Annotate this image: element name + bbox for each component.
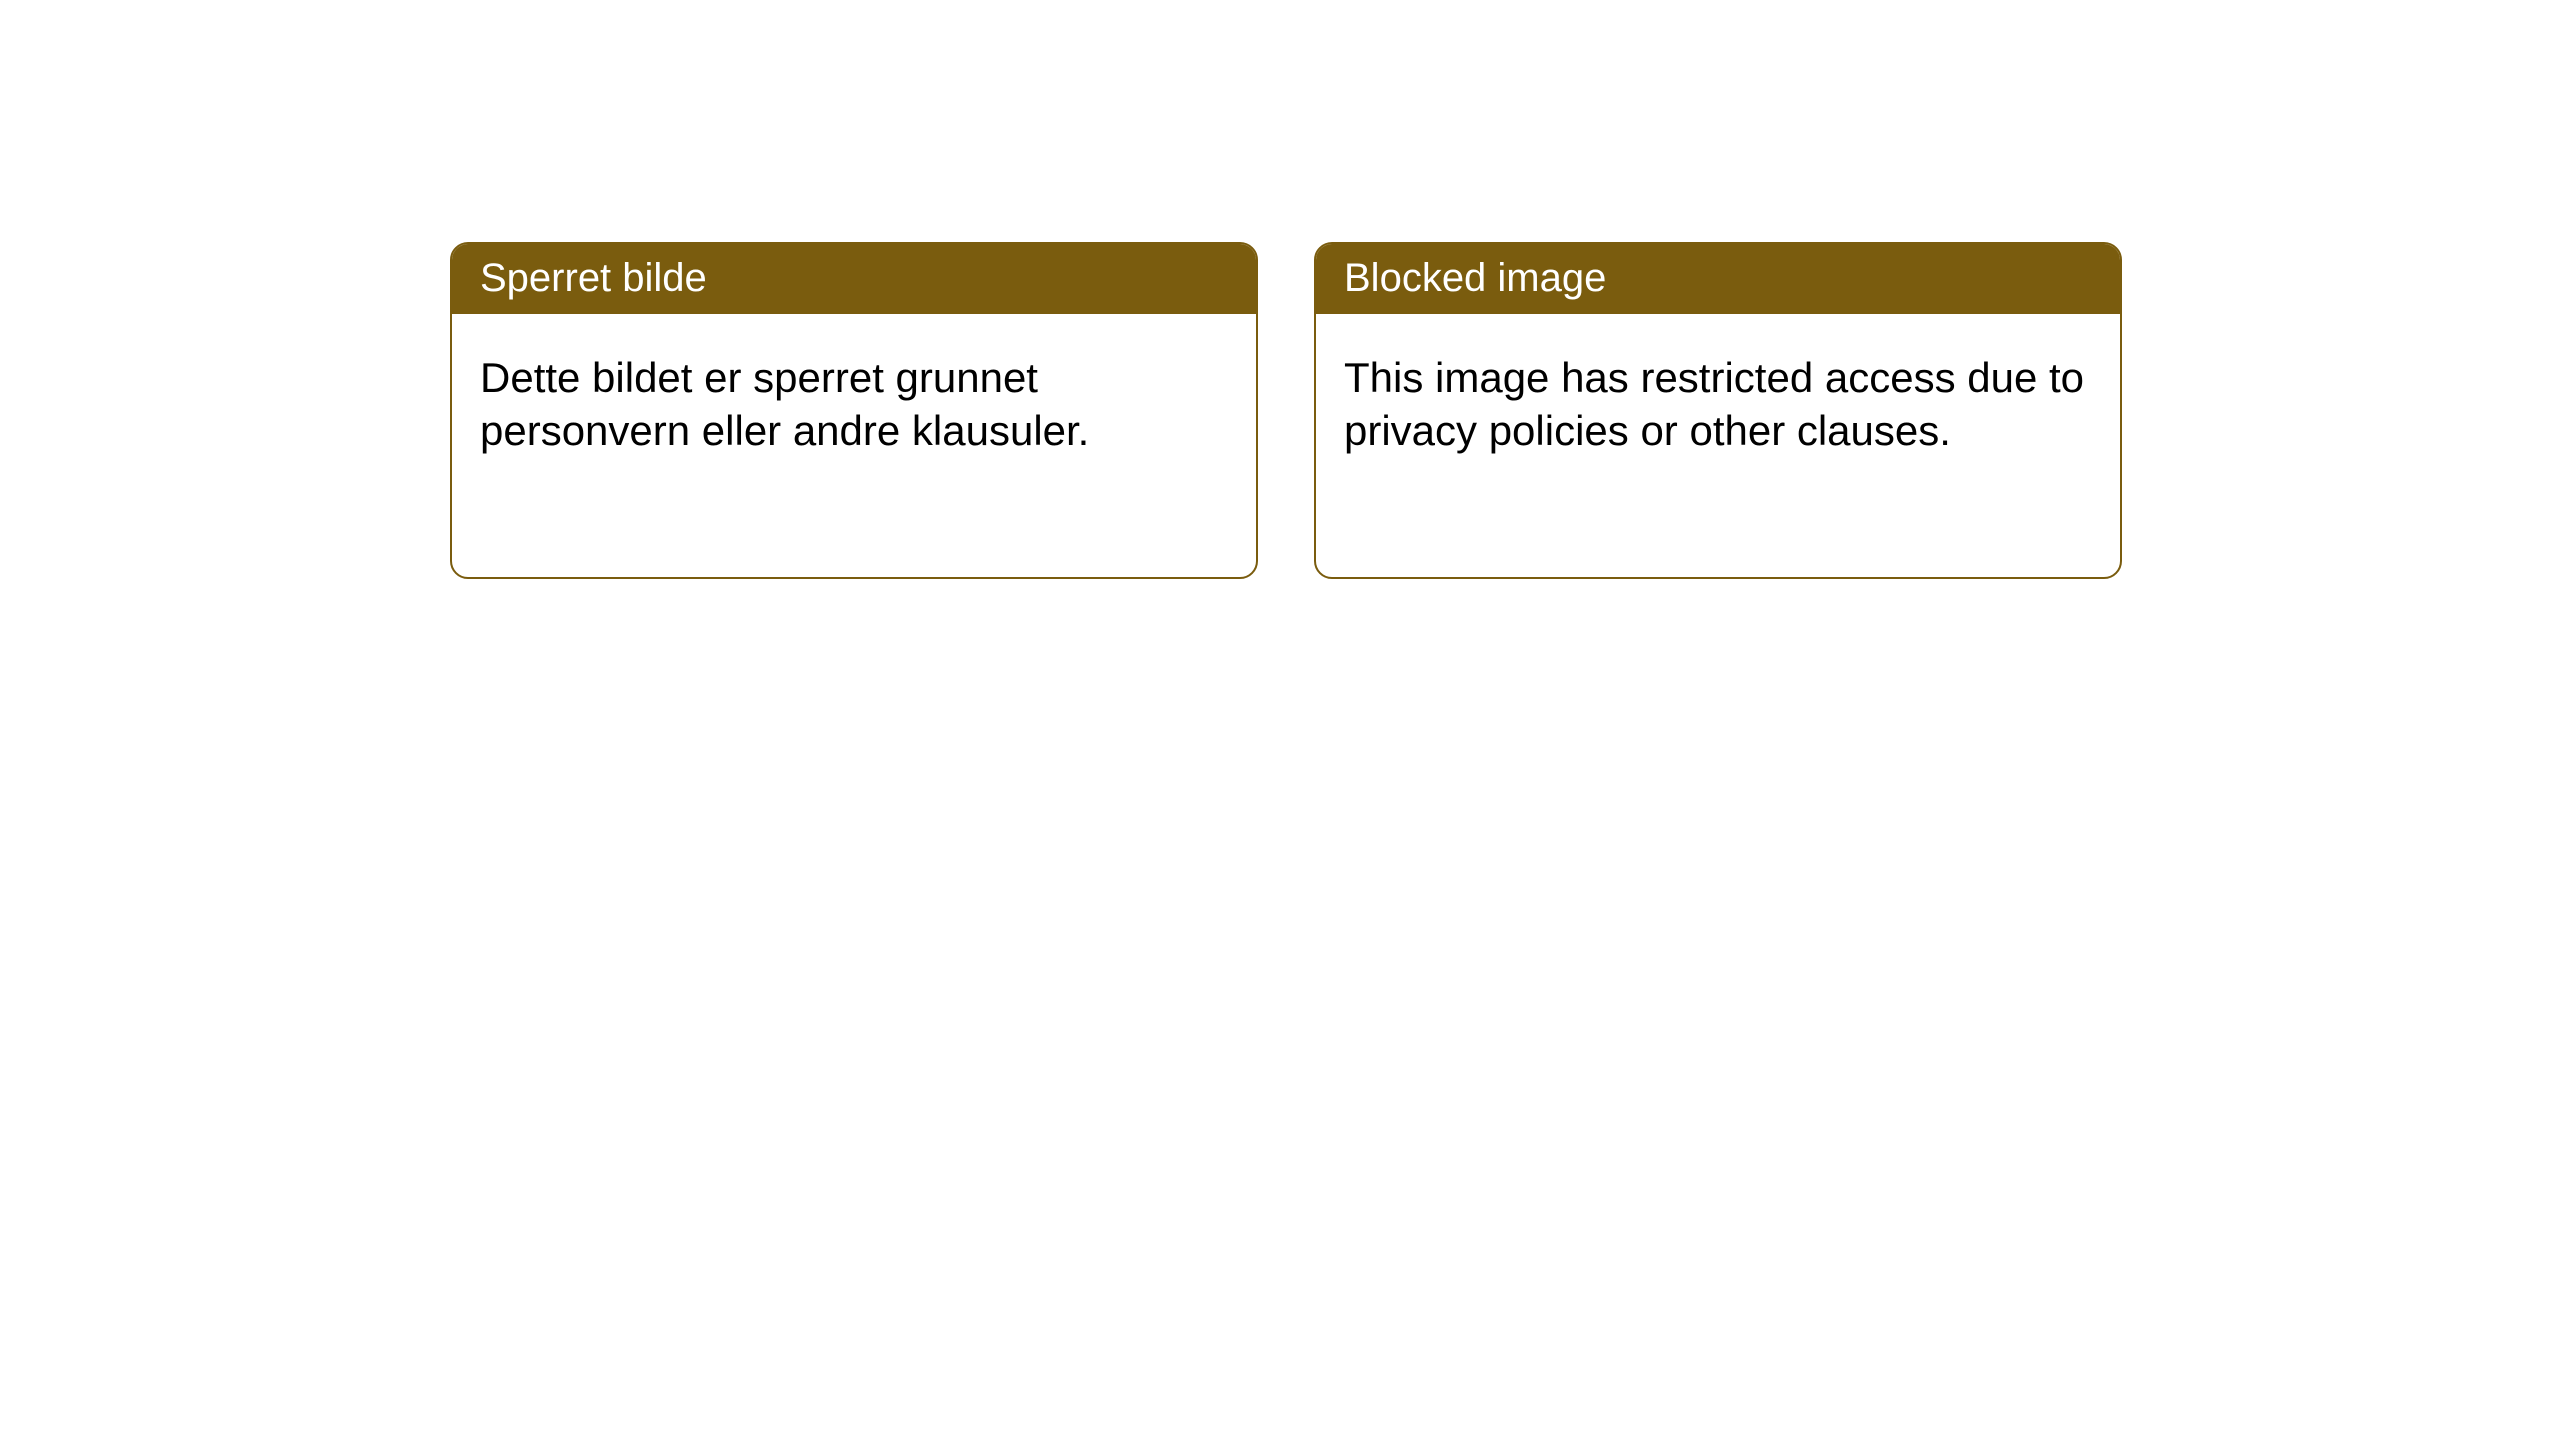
notice-card-english: Blocked image This image has restricted … [1314, 242, 2122, 579]
card-body: Dette bildet er sperret grunnet personve… [452, 314, 1256, 485]
card-body-text: Dette bildet er sperret grunnet personve… [480, 354, 1089, 454]
card-title: Blocked image [1344, 256, 1606, 300]
card-header: Blocked image [1316, 244, 2120, 314]
card-body-text: This image has restricted access due to … [1344, 354, 2084, 454]
card-title: Sperret bilde [480, 256, 707, 300]
card-body: This image has restricted access due to … [1316, 314, 2120, 485]
card-header: Sperret bilde [452, 244, 1256, 314]
notice-card-norwegian: Sperret bilde Dette bildet er sperret gr… [450, 242, 1258, 579]
notice-container: Sperret bilde Dette bildet er sperret gr… [0, 0, 2560, 579]
